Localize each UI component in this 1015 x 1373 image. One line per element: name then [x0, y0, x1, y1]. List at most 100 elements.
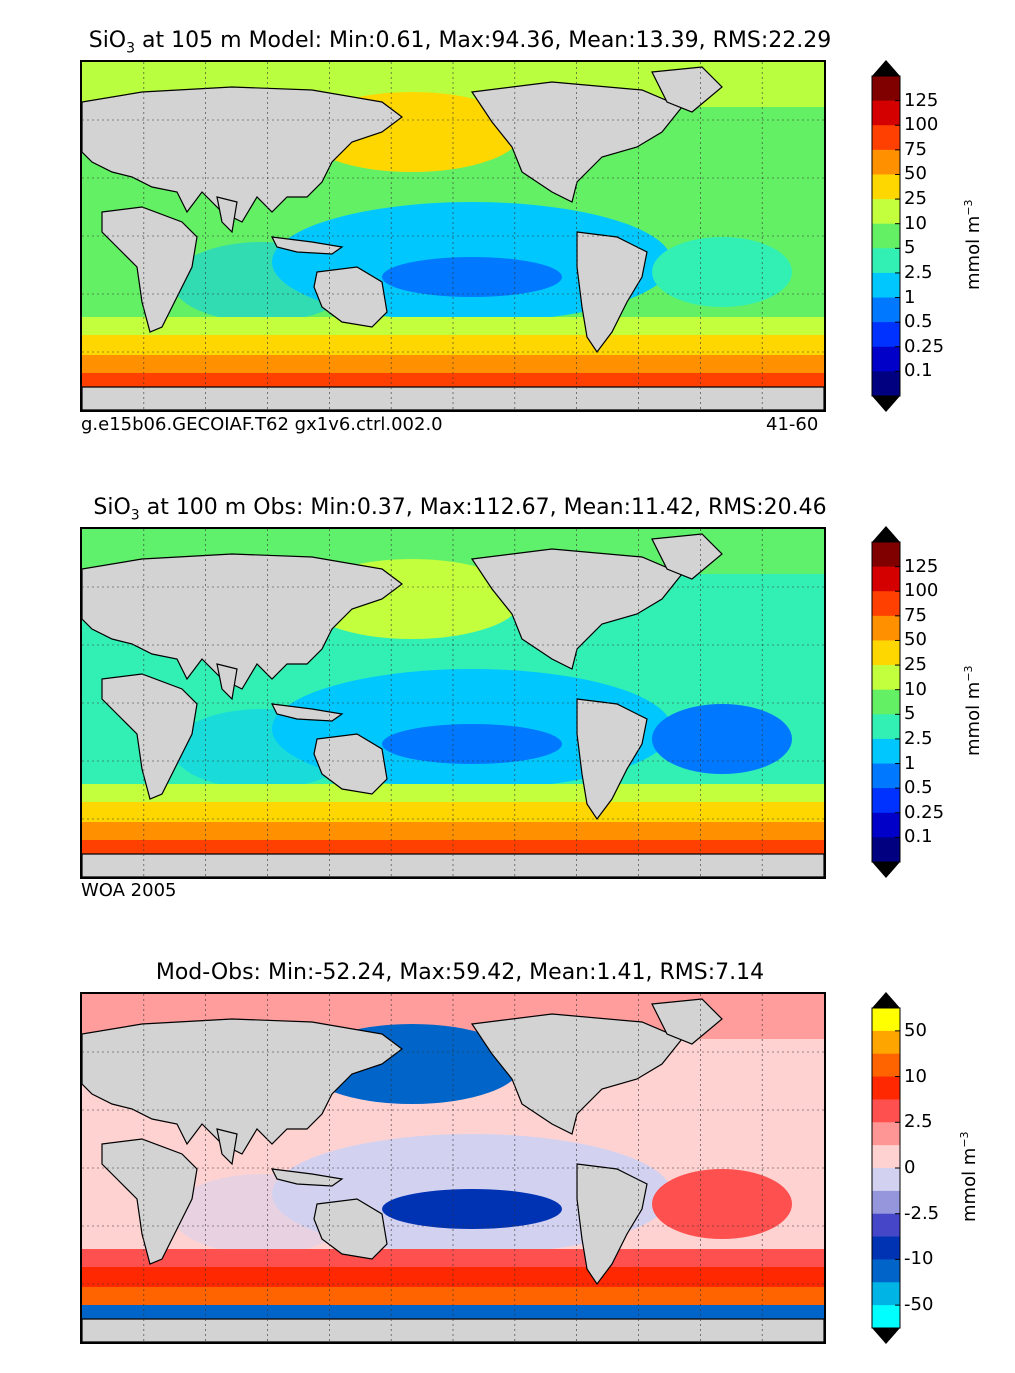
graticule — [82, 994, 824, 1342]
colorbar-swatch — [872, 1076, 900, 1100]
land-india — [216, 1128, 238, 1166]
colorbar-tick-label: 5 — [904, 237, 916, 259]
colorbar-tick-label: 0 — [904, 1157, 916, 1178]
colorbar-tick-label: 1 — [904, 286, 916, 308]
panel-2-title: SiO3 at 100 m Obs: Min:0.37, Max:112.67,… — [93, 495, 827, 524]
colorbar-tick-label: 125 — [904, 555, 939, 577]
colorbar-tick-label: 0.25 — [904, 335, 945, 357]
panel-1-caption-right: 41-60 — [766, 414, 819, 435]
colorbar-tick-label: 2.5 — [904, 727, 933, 749]
panel-2-caption-left: WOA 2005 — [81, 880, 177, 901]
colorbar-swatch — [872, 100, 900, 126]
panel-3-map — [80, 992, 826, 1344]
colorbar-tick-label: 5 — [904, 703, 916, 725]
colorbar-swatch — [872, 689, 900, 715]
colorbar-swatch — [872, 1259, 900, 1283]
colorbar-swatch — [872, 1053, 900, 1078]
colorbar-swatch — [872, 763, 900, 789]
land-south-america — [576, 231, 648, 354]
colorbar-tick-label: 50 — [904, 629, 927, 651]
colorbar-swatch — [872, 223, 900, 249]
graticule — [82, 529, 824, 877]
colorbar-tick-label: 0.5 — [904, 311, 933, 333]
colorbar-tick-label: 10 — [904, 212, 927, 234]
panel-1-caption-left: g.e15b06.GECOIAF.T62 gx1v6.ctrl.002.0 — [81, 414, 443, 435]
panel-3-title: Mod-Obs: Min:-52.24, Max:59.42, Mean:1.4… — [155, 960, 765, 985]
land-india — [216, 663, 238, 701]
land-australia — [313, 266, 388, 328]
colorbar-swatch — [872, 615, 900, 641]
colorbar-swatch — [872, 297, 900, 323]
colorbar-min-arrow — [872, 862, 900, 878]
colorbar-swatch — [872, 812, 900, 838]
panel-1-title: SiO3 at 105 m Model: Min:0.61, Max:94.36… — [88, 28, 832, 57]
land-indonesia — [270, 236, 344, 255]
land-north-america — [470, 81, 683, 203]
colorbar-tick-label: 100 — [904, 580, 939, 602]
colorbar-tick-label: 25 — [904, 654, 927, 676]
panel-3-colorbar: 50 10 2.5 0 -2.5 -10 -50 — [868, 990, 1015, 1346]
colorbar-tick-label: 100 — [904, 114, 939, 136]
land-north-america — [470, 1013, 683, 1135]
colorbar-tick-label: 0.25 — [904, 801, 945, 823]
colorbar-tick-label: 50 — [904, 1019, 927, 1041]
panel-2-colorbar: 125 100 75 50 25 10 5 2.5 1 0.5 0.25 0.1 — [868, 524, 1015, 880]
colorbar-swatch — [872, 1213, 900, 1238]
colorbar-swatch — [872, 788, 900, 814]
land-europe-asia — [82, 553, 403, 690]
colorbar-swatch — [872, 1030, 900, 1055]
colorbar-swatch — [872, 1282, 900, 1306]
colorbar-tick-label: 2.5 — [904, 261, 933, 283]
land-greenland — [651, 998, 723, 1045]
colorbar-swatch — [872, 1190, 900, 1215]
colorbar-tick-label: 0.5 — [904, 777, 933, 799]
land-india — [216, 196, 238, 234]
colorbar-swatch — [872, 322, 900, 348]
colorbar-tick-label: -2.5 — [904, 1202, 940, 1224]
colorbar-swatch — [872, 371, 900, 397]
colorbar-swatch — [872, 738, 900, 765]
colorbar-swatch — [872, 1236, 900, 1260]
land-africa — [101, 1138, 198, 1265]
colorbar-tick-label: 10 — [904, 678, 927, 700]
colorbar-swatch — [872, 1305, 900, 1329]
panel-1-map — [80, 60, 826, 412]
panel-2-map — [80, 527, 826, 879]
colorbar-swatch — [872, 248, 900, 274]
colorbar-min-arrow — [872, 396, 900, 412]
land-europe-asia — [82, 1018, 403, 1155]
colorbar-swatch — [872, 542, 900, 568]
colorbar-swatch — [872, 566, 900, 592]
colorbar-swatch — [872, 272, 900, 299]
colorbar-min-arrow — [872, 1328, 900, 1344]
colorbar-tick-label: 50 — [904, 163, 927, 185]
land-europe-asia — [82, 86, 403, 223]
panel-3-units-label: mmol m−3 — [958, 1131, 980, 1222]
land-africa — [101, 673, 198, 800]
colorbar-swatch — [872, 174, 900, 200]
colorbar-swatch — [872, 125, 900, 151]
colorbar-swatch — [872, 76, 900, 102]
colorbar-tick-label: 0.1 — [904, 826, 933, 848]
colorbar-tick-label: 10 — [904, 1065, 927, 1087]
colorbar-max-arrow — [872, 992, 900, 1008]
colorbar-swatch — [872, 1122, 900, 1146]
colorbar-swatch — [872, 640, 900, 666]
colorbar-swatch — [872, 346, 900, 372]
land-indonesia — [270, 703, 344, 722]
colorbar-swatch — [872, 1145, 900, 1169]
panel-2-units-label: mmol m−3 — [962, 665, 984, 756]
colorbar-swatch — [872, 665, 900, 691]
colorbar-swatch — [872, 149, 900, 175]
land-south-america — [576, 1163, 648, 1286]
land-australia — [313, 733, 388, 795]
colorbar-tick-label: 1 — [904, 752, 916, 774]
colorbar-swatch — [872, 1099, 900, 1123]
land-greenland — [651, 533, 723, 580]
colorbar-tick-label: -10 — [904, 1248, 934, 1270]
colorbar-swatch — [872, 714, 900, 740]
land-indonesia — [270, 1168, 344, 1187]
colorbar-tick-label: 2.5 — [904, 1111, 933, 1133]
colorbar-swatch — [872, 837, 900, 863]
colorbar-tick-label: 75 — [904, 604, 927, 626]
